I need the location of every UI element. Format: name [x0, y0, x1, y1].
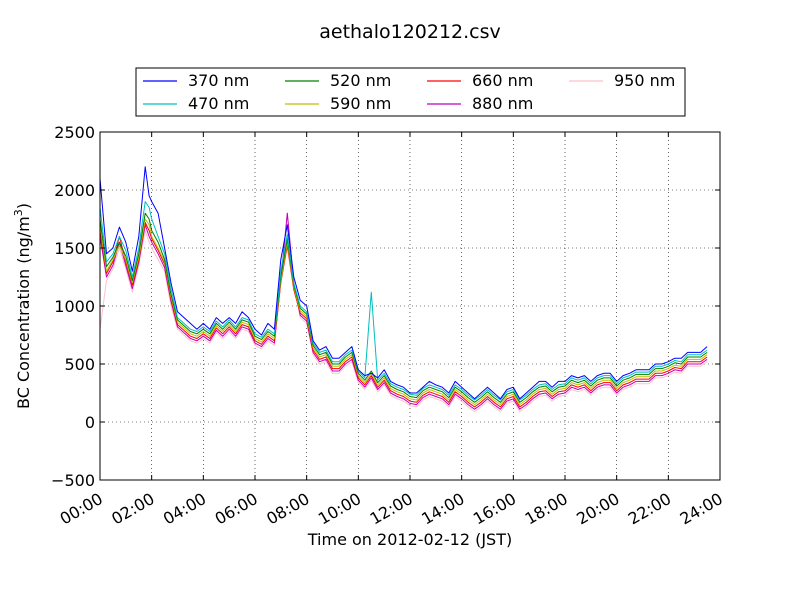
y-tick-labels: −500 0 500 1000 1500 2000 2500: [51, 123, 95, 490]
y-axis-label-close: ): [14, 203, 33, 209]
series-line-470-nm: [99, 201, 708, 401]
series-line-370-nm: [99, 166, 708, 400]
y-tick-label: 500: [64, 355, 95, 374]
y-tick-label: 2000: [54, 181, 95, 200]
legend-box: [135, 67, 686, 117]
series-line-880-nm: [99, 212, 708, 410]
legend-label: 950 nm: [614, 71, 675, 90]
legend-label: 520 nm: [330, 71, 391, 90]
legend-label: 590 nm: [330, 94, 391, 113]
ticks: [99, 131, 721, 481]
plot-frame: [99, 131, 721, 481]
legend-label: 880 nm: [472, 94, 533, 113]
y-axis-label: BC Concentration (ng/m3): [12, 203, 33, 409]
y-axis-label-sup: 3: [12, 209, 25, 216]
series-line-950-nm: [99, 212, 708, 413]
series-line-520-nm: [99, 212, 708, 403]
legend: 370 nm 470 nm 520 nm 590 nm 660 nm 880 nm 950 …: [135, 67, 686, 117]
series-layer: [99, 166, 708, 413]
y-tick-label: 2500: [54, 123, 95, 142]
y-tick-label: 0: [85, 413, 95, 432]
series-line-590-nm: [99, 218, 708, 406]
legend-label: 370 nm: [188, 71, 249, 90]
legend-label: 660 nm: [472, 71, 533, 90]
chart-title: aethalo120212.csv: [319, 21, 501, 43]
y-tick-label: 1000: [54, 297, 95, 316]
y-tick-label: 1500: [54, 239, 95, 258]
series-line-660-nm: [99, 222, 708, 408]
y-tick-label: −500: [51, 471, 95, 490]
x-axis-label: Time on 2012-02-12 (JST): [307, 530, 512, 549]
legend-label: 470 nm: [188, 94, 249, 113]
y-axis-label-main: BC Concentration (ng/m: [14, 216, 33, 409]
